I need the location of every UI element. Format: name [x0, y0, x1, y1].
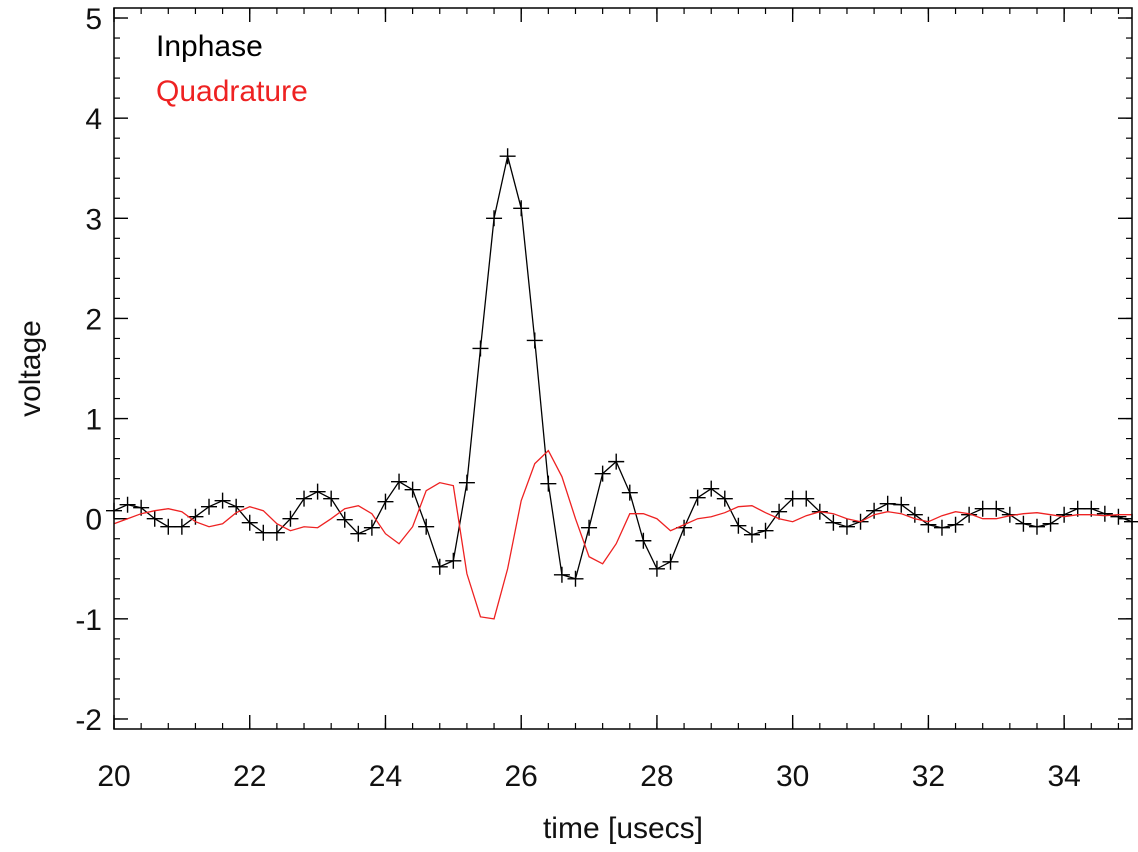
- data-point-inphase: [784, 490, 801, 507]
- data-point-inphase: [581, 519, 598, 536]
- y-tick-label: 4: [85, 103, 102, 136]
- data-point-inphase: [1069, 500, 1086, 517]
- data-point-inphase: [499, 148, 516, 165]
- data-point-inphase: [119, 496, 136, 513]
- data-point-inphase: [160, 518, 177, 535]
- data-point-inphase: [920, 516, 937, 533]
- x-tick-label: 30: [776, 760, 809, 793]
- data-point-inphase: [377, 493, 394, 510]
- data-point-inphase: [757, 522, 774, 539]
- data-point-inphase: [933, 519, 950, 536]
- data-point-inphase: [798, 490, 815, 507]
- data-point-inphase: [1015, 515, 1032, 532]
- data-point-inphase: [513, 200, 530, 217]
- data-point-inphase: [418, 518, 435, 535]
- data-point-inphase: [838, 518, 855, 535]
- data-point-inphase: [608, 453, 625, 470]
- data-point-inphase: [567, 570, 584, 587]
- data-point-inphase: [988, 500, 1005, 517]
- data-point-inphase: [621, 484, 638, 501]
- x-tick-label: 20: [97, 760, 130, 793]
- data-point-inphase: [268, 524, 285, 541]
- data-point-inphase: [594, 465, 611, 482]
- data-point-inphase: [486, 210, 503, 227]
- data-point-inphase: [391, 473, 408, 490]
- y-tick-label: -2: [75, 704, 102, 737]
- data-point-inphase: [201, 498, 218, 515]
- data-point-inphase: [445, 552, 462, 569]
- legend-entry-quadrature: Quadrature: [156, 75, 308, 108]
- x-tick-label: 22: [233, 760, 266, 793]
- data-point-inphase: [1056, 506, 1073, 523]
- data-point-inphase: [703, 480, 720, 497]
- y-tick-label: 5: [85, 3, 102, 36]
- data-point-inphase: [730, 517, 747, 534]
- data-point-inphase: [146, 510, 163, 527]
- y-tick-label: 2: [85, 303, 102, 336]
- series-quadrature: [113, 449, 1132, 620]
- data-point-inphase: [866, 502, 883, 519]
- data-point-inphase: [296, 490, 313, 507]
- y-axis-title: voltage: [14, 320, 47, 417]
- data-point-inphase: [214, 492, 231, 509]
- series-line-quadrature: [113, 449, 1132, 620]
- data-point-inphase: [1110, 508, 1127, 525]
- data-point-inphase: [1096, 505, 1113, 522]
- legend-entry-inphase: Inphase: [156, 30, 263, 63]
- data-point-inphase: [648, 560, 665, 577]
- data-point-inphase: [662, 553, 679, 570]
- data-point-inphase: [771, 503, 788, 520]
- data-point-inphase: [526, 332, 543, 349]
- data-point-inphase: [363, 519, 380, 536]
- x-tick-label: 24: [369, 760, 402, 793]
- data-point-inphase: [309, 483, 326, 500]
- data-point-inphase: [458, 474, 475, 491]
- data-point-inphase: [947, 516, 964, 533]
- data-point-inphase: [282, 510, 299, 527]
- data-point-inphase: [323, 490, 340, 507]
- data-point-inphase: [431, 558, 448, 575]
- data-point-inphase: [879, 495, 896, 512]
- data-point-inphase: [241, 514, 258, 531]
- plot-frame: [113, 7, 1133, 730]
- data-point-inphase: [825, 514, 842, 531]
- data-point-inphase: [540, 475, 557, 492]
- y-tick-label: -1: [75, 604, 102, 637]
- data-point-inphase: [553, 566, 570, 583]
- data-point-inphase: [350, 525, 367, 542]
- data-point-inphase: [255, 524, 272, 541]
- series-inphase: [106, 148, 1138, 587]
- data-point-inphase: [404, 481, 421, 498]
- x-tick-label: 34: [1047, 760, 1080, 793]
- data-point-inphase: [716, 490, 733, 507]
- data-point-inphase: [1042, 515, 1059, 532]
- data-point-inphase: [472, 340, 489, 357]
- y-tick-label: 3: [85, 203, 102, 236]
- data-point-inphase: [173, 518, 190, 535]
- data-point-inphase: [743, 526, 760, 543]
- data-point-inphase: [689, 489, 706, 506]
- series-layer: [106, 148, 1138, 620]
- data-point-inphase: [1028, 518, 1045, 535]
- data-point-inphase: [133, 499, 150, 516]
- x-axis-title: time [usecs]: [543, 812, 703, 845]
- data-point-inphase: [1083, 500, 1100, 517]
- data-point-inphase: [635, 532, 652, 549]
- series-line-inphase: [113, 156, 1133, 580]
- y-tick-label: 1: [85, 404, 102, 437]
- data-point-inphase: [906, 506, 923, 523]
- x-tick-label: 32: [912, 760, 945, 793]
- data-point-inphase: [336, 511, 353, 528]
- legend: Inphase Quadrature: [156, 30, 308, 108]
- x-tick-labels: 20 22 24 26 28 30 32 34: [97, 760, 1081, 793]
- x-tick-label: 26: [505, 760, 538, 793]
- data-point-inphase: [893, 496, 910, 513]
- y-tick-labels: -2 -1 0 1 2 3 4 5: [75, 3, 102, 737]
- data-point-inphase: [961, 506, 978, 523]
- x-tick-label: 28: [640, 760, 673, 793]
- y-tick-label: 0: [85, 504, 102, 537]
- data-point-inphase: [974, 500, 991, 517]
